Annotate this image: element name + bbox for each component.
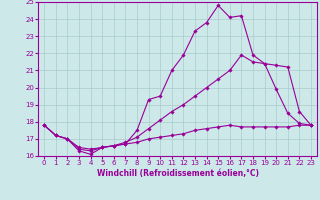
X-axis label: Windchill (Refroidissement éolien,°C): Windchill (Refroidissement éolien,°C) [97, 169, 259, 178]
